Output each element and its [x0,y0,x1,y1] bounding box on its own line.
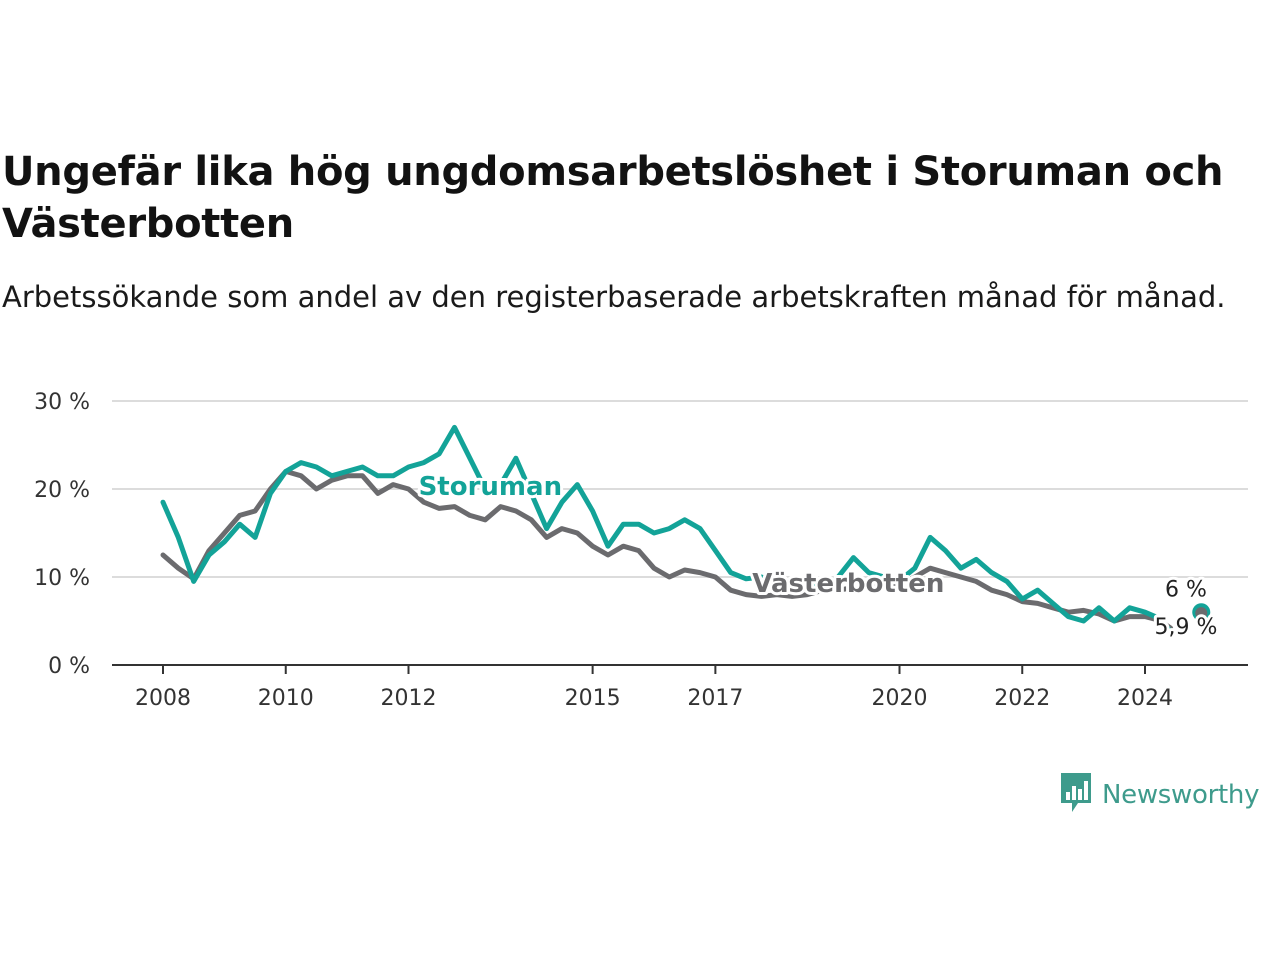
x-tick-label: 2010 [258,686,314,711]
x-tick-label: 2024 [1117,686,1173,711]
series-line-vsterbotten [160,468,1174,631]
chart-subtitle: Arbetssökande som andel av den registerb… [2,280,1226,314]
end-value-label: 5,9 % [1154,615,1217,640]
grid-lines [112,400,1248,578]
end-value-label: 6 % [1165,577,1207,602]
y-tick-label: 20 % [34,478,90,503]
line-chart: 0 % 10 % 20 % 30 % 2008 2010 2012 2015 2017 2020 2… [34,390,1248,711]
x-tick-label: 2015 [565,686,621,711]
series-line-storuman [160,424,1174,635]
y-tick-label: 30 % [34,390,90,415]
x-tick-label: 2008 [135,686,191,711]
x-tick-label: 2012 [381,686,437,711]
axes: 0 % 10 % 20 % 30 % 2008 2010 2012 2015 2017 2020 2… [34,390,1248,711]
annotations: Storuman Västerbotten 6 % 5,9 % [416,469,1221,643]
end-point-vsterbotten [1195,607,1208,620]
brand-name: Newsworthy [1102,780,1260,810]
x-tick-label: 2020 [872,686,928,711]
y-tick-label: 10 % [34,566,90,591]
brand-logo[interactable]: Newsworthy [1058,772,1259,818]
y-tick-label: 0 % [48,654,90,679]
chart-title: Ungefär lika hög ungdomsarbetslöshet i S… [2,149,1224,247]
newsworthy-logo-icon [1058,770,1094,820]
x-tick-label: 2017 [687,686,743,711]
series-label: Västerbotten [752,569,944,599]
series-lines [160,424,1211,635]
x-tick-label: 2022 [994,686,1050,711]
series-label: Storuman [419,472,563,502]
